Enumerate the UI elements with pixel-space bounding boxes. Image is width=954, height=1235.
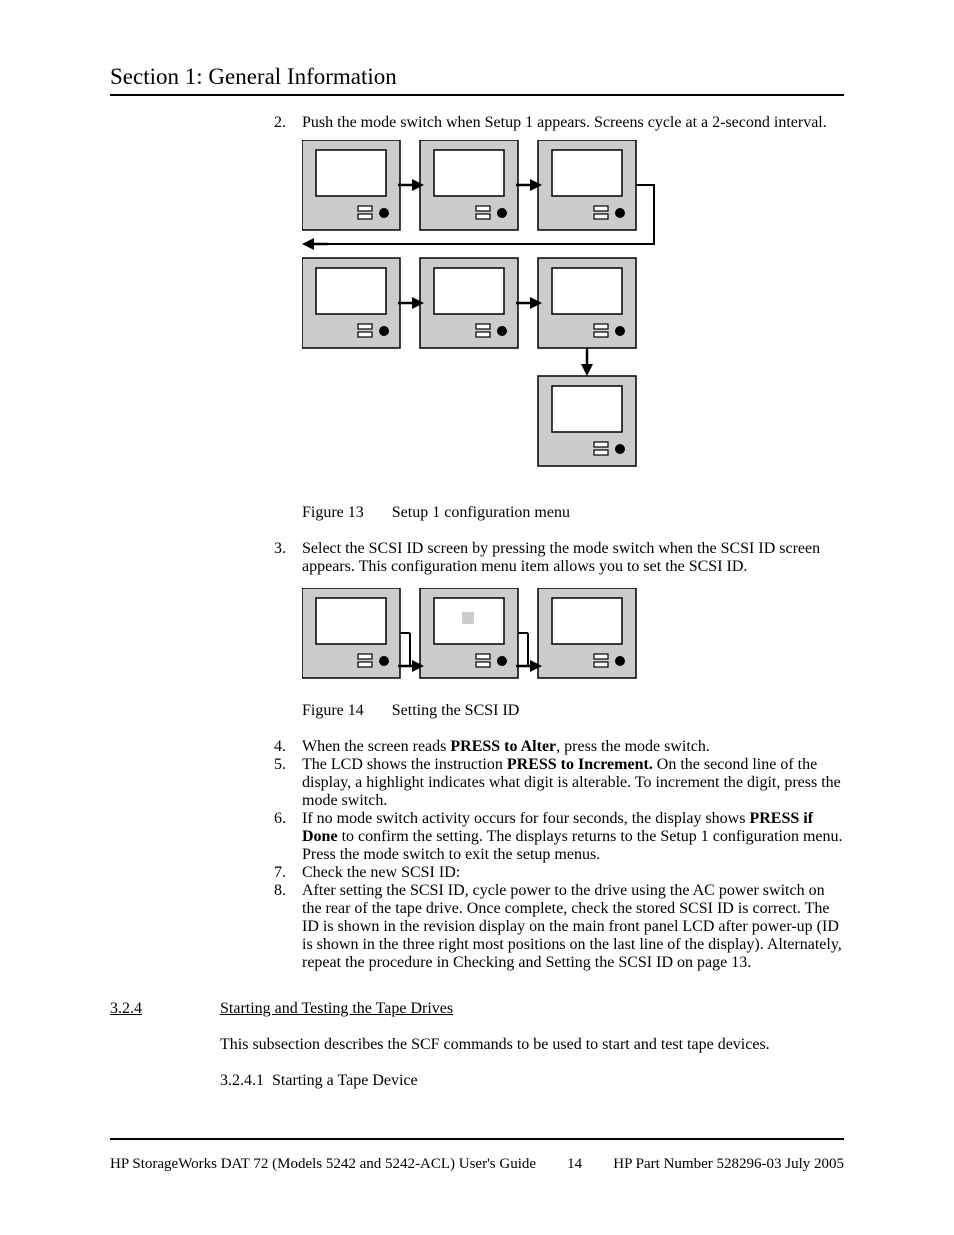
- step-3-text: Select the SCSI ID screen by pressing th…: [302, 540, 844, 576]
- figure-13-caption: Figure 13 Setup 1 configuration menu: [302, 504, 844, 522]
- subsub-num: 3.2.4.1: [220, 1072, 264, 1089]
- figure-13-title: Setup 1 configuration menu: [392, 504, 570, 521]
- section-header: Section 1: General Information: [110, 64, 844, 90]
- step-6-num: 6.: [274, 810, 302, 864]
- content: 2. Push the mode switch when Setup 1 app…: [274, 114, 844, 972]
- footer-right: HP Part Number 528296-03 July 2005: [613, 1156, 844, 1173]
- subsub-title: Starting a Tape Device: [272, 1072, 418, 1089]
- step-6-text: If no mode switch activity occurs for fo…: [302, 810, 844, 864]
- step-4: 4. When the screen reads PRESS to Alter,…: [274, 738, 844, 756]
- step-7: 7. Check the new SCSI ID:: [274, 864, 844, 882]
- page: Section 1: General Information 2. Push t…: [0, 0, 954, 1235]
- step-2: 2. Push the mode switch when Setup 1 app…: [274, 114, 844, 132]
- subheading-title: Starting and Testing the Tape Drives: [220, 1000, 453, 1018]
- step-7-text: Check the new SCSI ID:: [302, 864, 844, 882]
- figure-14-caption: Figure 14 Setting the SCSI ID: [302, 702, 844, 720]
- header-rule: [110, 94, 844, 96]
- step-3: 3. Select the SCSI ID screen by pressing…: [274, 540, 844, 576]
- step-8: 8. After setting the SCSI ID, cycle powe…: [274, 882, 844, 972]
- step-4-text: When the screen reads PRESS to Alter, pr…: [302, 738, 844, 756]
- figure-14-label: Figure 14: [302, 702, 364, 719]
- subsub-3-2-4-1: 3.2.4.1 Starting a Tape Device: [220, 1072, 844, 1090]
- footer-left: HP StorageWorks DAT 72 (Models 5242 and …: [110, 1156, 536, 1173]
- footer-page: 14: [567, 1156, 582, 1173]
- step-8-num: 8.: [274, 882, 302, 972]
- step-2-text: Push the mode switch when Setup 1 appear…: [302, 114, 844, 132]
- step-5-text: The LCD shows the instruction PRESS to I…: [302, 756, 844, 810]
- step-4-num: 4.: [274, 738, 302, 756]
- step-5-num: 5.: [274, 756, 302, 810]
- step-7-num: 7.: [274, 864, 302, 882]
- figure-14-title: Setting the SCSI ID: [392, 702, 520, 719]
- subheading-num: 3.2.4: [110, 1000, 220, 1018]
- figure-13-diagram: [302, 140, 844, 490]
- step-2-num: 2.: [274, 114, 302, 132]
- figure-14-diagram: [302, 588, 844, 688]
- step-5: 5. The LCD shows the instruction PRESS t…: [274, 756, 844, 810]
- footer: HP StorageWorks DAT 72 (Models 5242 and …: [110, 1156, 844, 1173]
- subheading-body: This subsection describes the SCF comman…: [220, 1036, 844, 1054]
- footer-rule: [110, 1138, 844, 1140]
- step-8-text: After setting the SCSI ID, cycle power t…: [302, 882, 844, 972]
- subheading-3-2-4: 3.2.4 Starting and Testing the Tape Driv…: [110, 1000, 844, 1018]
- step-6: 6. If no mode switch activity occurs for…: [274, 810, 844, 864]
- figure-13-label: Figure 13: [302, 504, 364, 521]
- step-3-num: 3.: [274, 540, 302, 576]
